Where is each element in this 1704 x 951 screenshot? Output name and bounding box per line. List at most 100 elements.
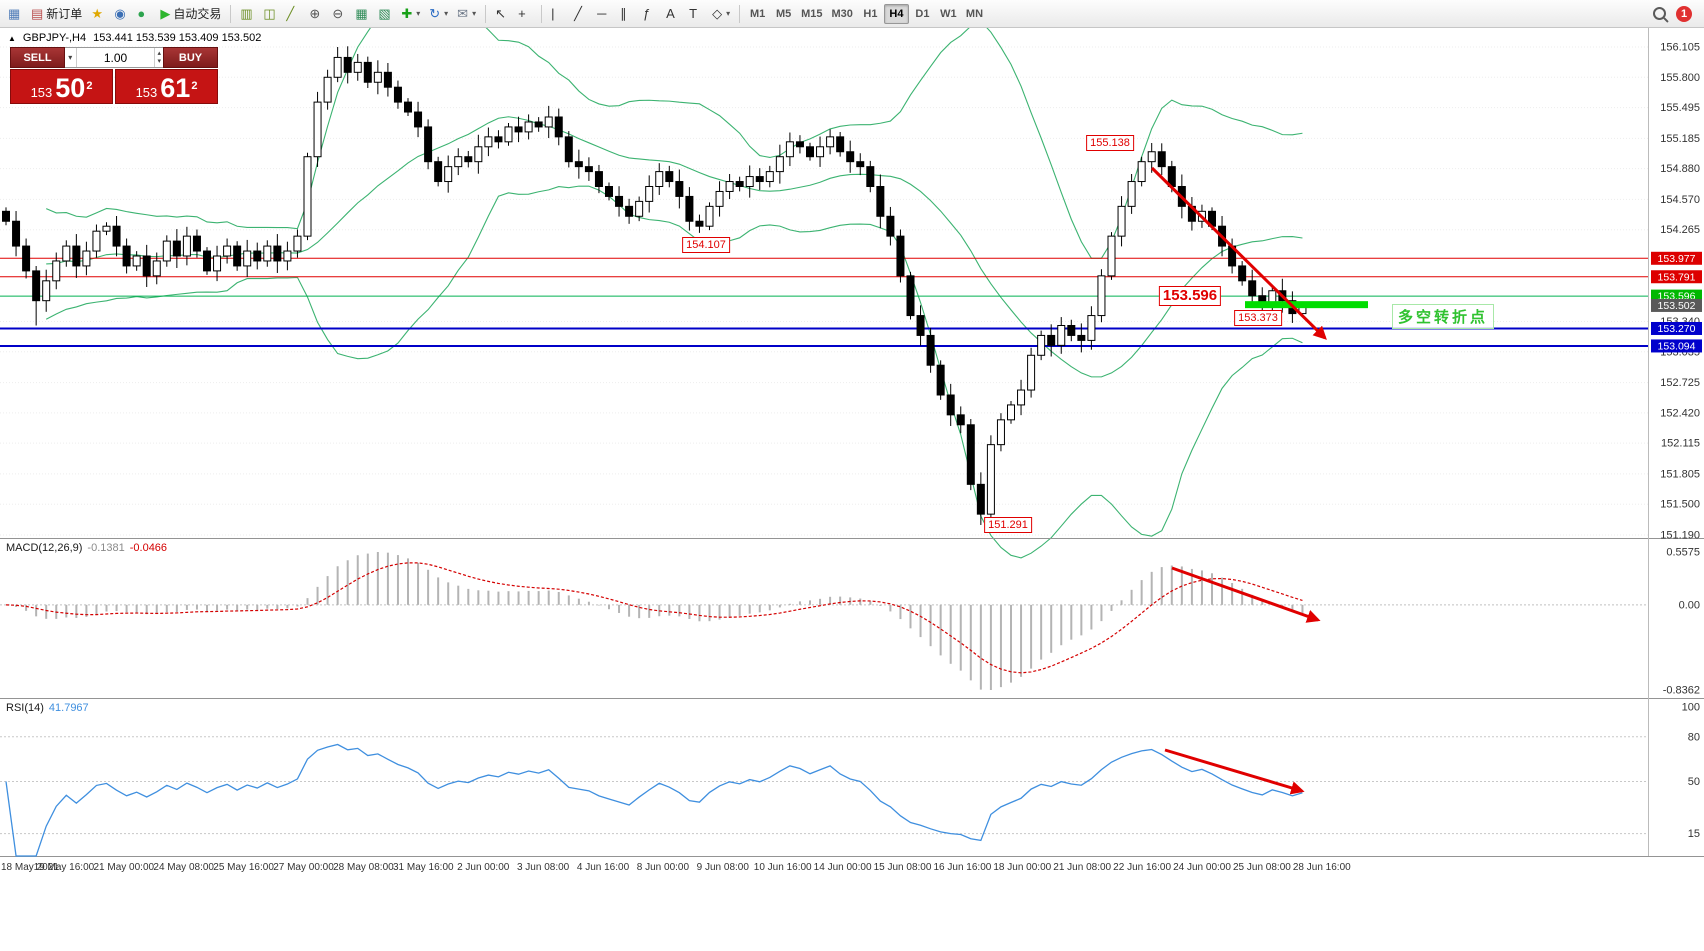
timeframe-w1[interactable]: W1	[936, 4, 961, 24]
timeframe-m1[interactable]: M1	[745, 4, 770, 24]
notification-badge[interactable]: 1	[1676, 5, 1692, 22]
sell-price-button[interactable]: 153 50 2	[10, 69, 113, 104]
horizontal-line-icon[interactable]: ─	[593, 3, 615, 25]
volume-dropdown-icon[interactable]: ▾	[65, 48, 77, 67]
sell-button[interactable]: SELL	[10, 47, 65, 68]
svg-text:151.190: 151.190	[1660, 529, 1700, 541]
svg-text:151.805: 151.805	[1660, 468, 1700, 480]
navigator-icon[interactable]: ◉	[110, 3, 132, 25]
svg-text:50: 50	[1688, 776, 1700, 788]
step-down-icon[interactable]: ▾	[157, 57, 161, 65]
cursor-icon[interactable]: ↖	[491, 3, 513, 25]
cascade-windows-icon: ▧	[378, 6, 391, 21]
svg-text:31 May 16:00: 31 May 16:00	[393, 862, 454, 873]
timeframe-mn[interactable]: MN	[962, 4, 987, 24]
price-annotation-154.107: 154.107	[682, 237, 730, 254]
svg-text:4 Jun 16:00: 4 Jun 16:00	[577, 862, 630, 873]
bar-chart-icon[interactable]: ▥	[236, 3, 258, 25]
buy-button[interactable]: BUY	[163, 47, 218, 68]
add-indicator-button[interactable]: ✚ ▾	[397, 3, 424, 25]
candlestick-chart-icon[interactable]: ◫	[259, 3, 281, 25]
svg-text:80: 80	[1688, 731, 1700, 743]
auto-trading-button[interactable]: ▶ 自动交易	[156, 3, 225, 25]
vertical-line-icon[interactable]: |	[547, 3, 569, 25]
fibonacci-icon[interactable]: ƒ	[639, 3, 661, 25]
toolbar-separator	[230, 4, 232, 23]
mail-icon[interactable]: ✉ ▾	[453, 3, 480, 25]
crosshair-icon[interactable]: +	[514, 3, 536, 25]
chevron-down-icon[interactable]: ▾	[444, 9, 449, 18]
timeframe-m30[interactable]: M30	[828, 4, 857, 24]
svg-text:153.791: 153.791	[1658, 271, 1696, 283]
terminal-icon: ●	[137, 6, 146, 21]
zoom-out-icon[interactable]: ⊖	[328, 3, 350, 25]
equidistant-channel-icon[interactable]: ∥	[616, 3, 638, 25]
svg-text:21 Jun 08:00: 21 Jun 08:00	[1053, 862, 1111, 873]
toolbar-items: ▦ ▤ 新订单 ★ ◉ ● ▶ 自动交易 ▥ ◫ ╱ ⊕ ⊖ ▦ ▧ ✚ ▾ ↻ ▾ ✉ ▾ ↖ + | ╱ ─ ∥ ƒ A T ◇ ▾ M1 M…	[4, 3, 987, 25]
new-order-button[interactable]: ▤ 新订单	[27, 3, 86, 25]
svg-text:3 Jun 08:00: 3 Jun 08:00	[517, 862, 570, 873]
timeframe-h1[interactable]: H1	[858, 4, 883, 24]
collapse-triangle-icon[interactable]: ▲	[8, 34, 16, 43]
chart-window-icon[interactable]: ▦	[4, 3, 26, 25]
svg-text:155.800: 155.800	[1660, 72, 1700, 84]
zoom-in-icon[interactable]: ⊕	[305, 3, 327, 25]
chart-area: 156.105 155.800 155.495 155.185 154.880 154.5…	[0, 28, 1704, 951]
chart-canvas[interactable]: 156.105 155.800 155.495 155.185 154.880 154.5…	[0, 28, 1704, 951]
chevron-down-icon[interactable]: ▾	[472, 9, 477, 18]
macd-label: MACD(12,26,9) -0.1381 -0.0466	[6, 542, 168, 554]
chevron-down-icon[interactable]: ▾	[726, 9, 731, 18]
tile-windows-icon: ▦	[355, 6, 368, 21]
svg-text:25 Jun 08:00: 25 Jun 08:00	[1233, 862, 1291, 873]
toolbar-separator	[739, 4, 741, 23]
buy-price-button[interactable]: 153 61 2	[115, 69, 218, 104]
terminal-icon[interactable]: ●	[133, 3, 155, 25]
market-watch-icon[interactable]: ★	[87, 3, 109, 25]
svg-text:155.495: 155.495	[1660, 102, 1700, 114]
volume-stepper[interactable]: ▴ ▾	[154, 48, 163, 67]
svg-text:9 Jun 08:00: 9 Jun 08:00	[697, 862, 750, 873]
symbol-title: GBPJPY-,H4	[22, 32, 87, 44]
shapes-icon: ◇	[712, 6, 723, 21]
shapes-icon[interactable]: ◇ ▾	[708, 3, 734, 25]
svg-text:154.265: 154.265	[1660, 224, 1700, 236]
svg-text:153.270: 153.270	[1658, 323, 1696, 335]
search-icon[interactable]	[1653, 7, 1666, 20]
label-icon[interactable]: T	[685, 3, 707, 25]
buy-price-pips: 61	[160, 73, 191, 103]
timeframe-m5[interactable]: M5	[771, 4, 796, 24]
price-annotation-153.596: 153.596	[1158, 286, 1222, 307]
zoom-in-icon: ⊕	[309, 6, 321, 21]
new-order-button: ▤	[31, 6, 44, 21]
svg-text:10 Jun 16:00: 10 Jun 16:00	[754, 862, 812, 873]
timeframe-d1[interactable]: D1	[910, 4, 935, 24]
sell-price-pips: 50	[55, 73, 86, 103]
refresh-icon[interactable]: ↻ ▾	[425, 3, 452, 25]
svg-text:14 Jun 00:00: 14 Jun 00:00	[814, 862, 872, 873]
rsi-label: RSI(14) 41.7967	[6, 702, 89, 714]
volume-input[interactable]	[76, 48, 155, 67]
chevron-down-icon[interactable]: ▾	[416, 9, 421, 18]
cascade-windows-icon[interactable]: ▧	[374, 3, 396, 25]
timeframe-h4[interactable]: H4	[883, 3, 909, 24]
svg-text:19 May 16:00: 19 May 16:00	[34, 862, 95, 873]
svg-text:153.977: 153.977	[1658, 253, 1696, 265]
bar-chart-icon: ▥	[240, 6, 253, 21]
text-icon[interactable]: A	[662, 3, 684, 25]
svg-text:152.115: 152.115	[1661, 438, 1700, 450]
equidistant-channel-icon: ∥	[620, 6, 627, 21]
tile-windows-icon[interactable]: ▦	[351, 3, 373, 25]
buy-price-int: 153	[135, 85, 158, 100]
trendline-icon[interactable]: ╱	[570, 3, 592, 25]
new-order-button-label: 新订单	[46, 7, 83, 21]
line-chart-icon[interactable]: ╱	[282, 3, 304, 25]
timeframe-m15[interactable]: M15	[797, 4, 826, 24]
step-up-icon[interactable]: ▴	[157, 49, 161, 57]
navigator-icon: ◉	[114, 6, 126, 21]
svg-text:27 May 00:00: 27 May 00:00	[273, 862, 334, 873]
svg-text:153.094: 153.094	[1658, 340, 1696, 352]
svg-text:155.185: 155.185	[1660, 133, 1700, 145]
price-annotation-153.373: 153.373	[1234, 310, 1282, 327]
